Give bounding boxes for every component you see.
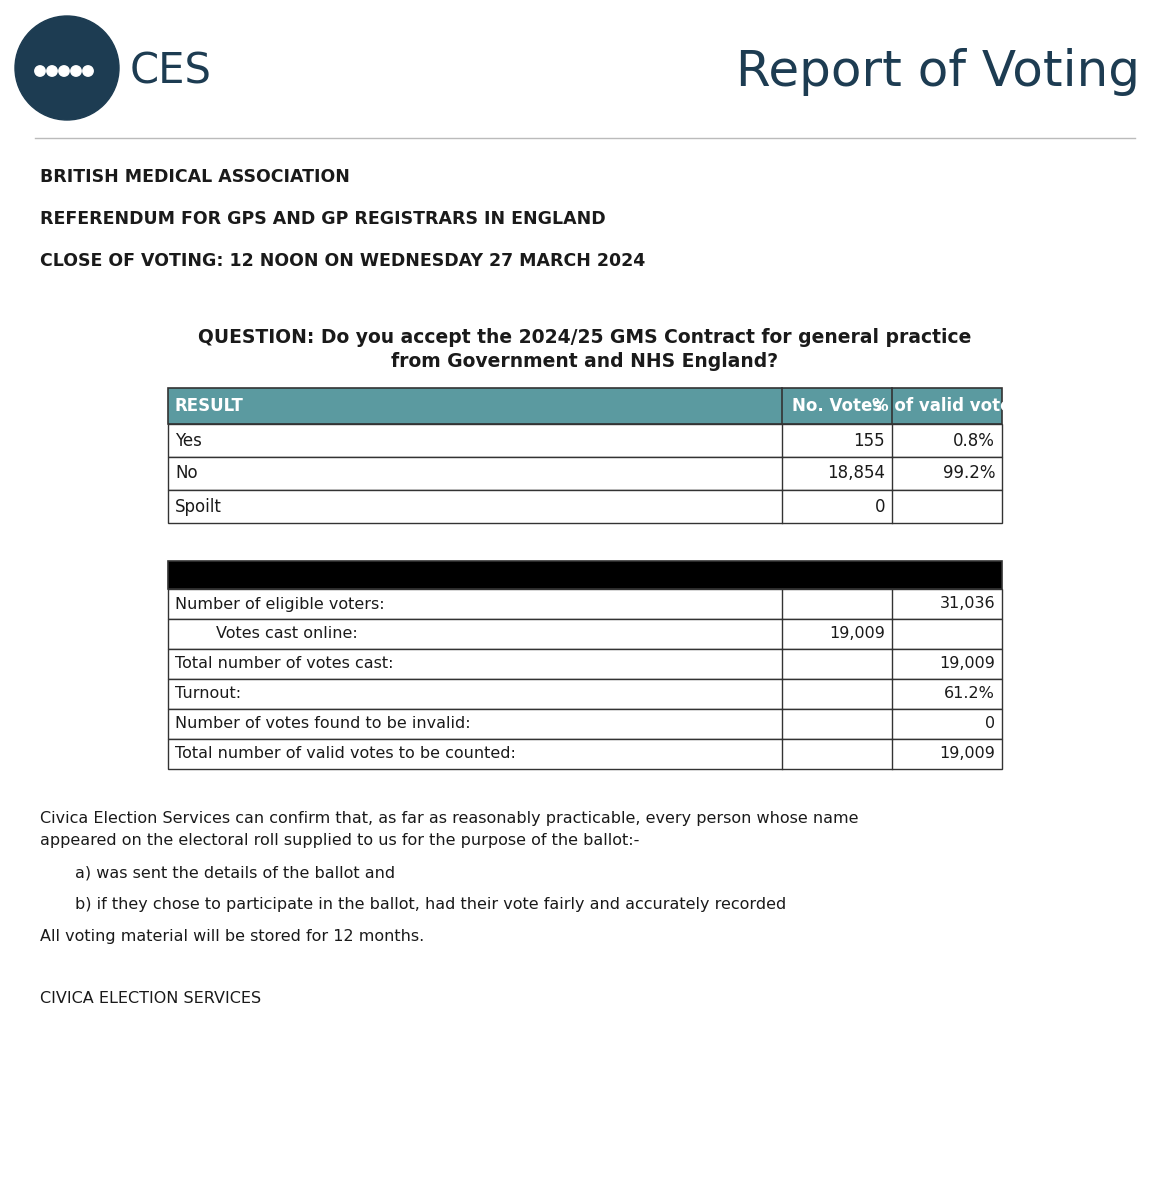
Bar	[168, 709, 1002, 740]
Text: No: No	[176, 464, 198, 482]
Circle shape	[83, 65, 94, 76]
Circle shape	[47, 65, 57, 76]
Text: Votes cast online:: Votes cast online:	[176, 627, 358, 641]
Text: 99.2%: 99.2%	[943, 464, 994, 482]
Text: CLOSE OF VOTING: 12 NOON ON WEDNESDAY 27 MARCH 2024: CLOSE OF VOTING: 12 NOON ON WEDNESDAY 27…	[40, 252, 645, 269]
Bar	[168, 679, 1002, 709]
Text: b) if they chose to participate in the ballot, had their vote fairly and accurat: b) if they chose to participate in the b…	[75, 897, 786, 912]
Text: Number of votes found to be invalid:: Number of votes found to be invalid:	[176, 717, 470, 731]
Text: No. Votes: No. Votes	[792, 396, 882, 415]
Circle shape	[58, 65, 69, 76]
Text: CIVICA ELECTION SERVICES: CIVICA ELECTION SERVICES	[40, 991, 261, 1007]
Text: Spoilt: Spoilt	[176, 497, 222, 515]
Bar	[168, 457, 1002, 490]
Text: Report of Voting: Report of Voting	[736, 47, 1140, 96]
Text: RESULT: RESULT	[176, 396, 243, 415]
Bar	[168, 561, 1002, 589]
Text: 155: 155	[853, 432, 885, 450]
Text: % of valid votes: % of valid votes	[873, 396, 1021, 415]
Text: BRITISH MEDICAL ASSOCIATION: BRITISH MEDICAL ASSOCIATION	[40, 169, 350, 186]
Text: Total number of votes cast:: Total number of votes cast:	[176, 656, 393, 672]
Text: a) was sent the details of the ballot and: a) was sent the details of the ballot an…	[75, 865, 395, 880]
Text: 19,009: 19,009	[940, 747, 994, 762]
Bar	[168, 740, 1002, 769]
Text: Yes: Yes	[176, 432, 202, 450]
Bar	[168, 490, 1002, 523]
Circle shape	[15, 15, 119, 120]
Text: Number of eligible voters:: Number of eligible voters:	[176, 597, 385, 611]
Circle shape	[35, 65, 46, 76]
Bar	[168, 388, 1002, 424]
Text: 0: 0	[874, 497, 885, 515]
Text: 19,009: 19,009	[830, 627, 885, 641]
Bar	[168, 618, 1002, 649]
Bar	[168, 424, 1002, 457]
Circle shape	[71, 65, 81, 76]
Text: appeared on the electoral roll supplied to us for the purpose of the ballot:-: appeared on the electoral roll supplied …	[40, 833, 639, 848]
Text: 19,009: 19,009	[940, 656, 994, 672]
Text: 0: 0	[985, 717, 994, 731]
Text: REFERENDUM FOR GPS AND GP REGISTRARS IN ENGLAND: REFERENDUM FOR GPS AND GP REGISTRARS IN …	[40, 210, 606, 228]
Text: 0.8%: 0.8%	[954, 432, 994, 450]
Text: QUESTION: Do you accept the 2024/25 GMS Contract for general practice: QUESTION: Do you accept the 2024/25 GMS …	[198, 328, 972, 347]
Text: Turnout:: Turnout:	[176, 686, 241, 702]
Text: from Government and NHS England?: from Government and NHS England?	[392, 353, 778, 372]
Text: 61.2%: 61.2%	[944, 686, 994, 702]
Text: 18,854: 18,854	[827, 464, 885, 482]
Text: CES: CES	[130, 51, 212, 93]
Text: Civica Election Services can confirm that, as far as reasonably practicable, eve: Civica Election Services can confirm tha…	[40, 811, 859, 826]
Text: Total number of valid votes to be counted:: Total number of valid votes to be counte…	[176, 747, 516, 762]
Bar	[168, 589, 1002, 618]
Text: All voting material will be stored for 12 months.: All voting material will be stored for 1…	[40, 929, 425, 944]
Bar	[168, 649, 1002, 679]
Text: 31,036: 31,036	[940, 597, 994, 611]
